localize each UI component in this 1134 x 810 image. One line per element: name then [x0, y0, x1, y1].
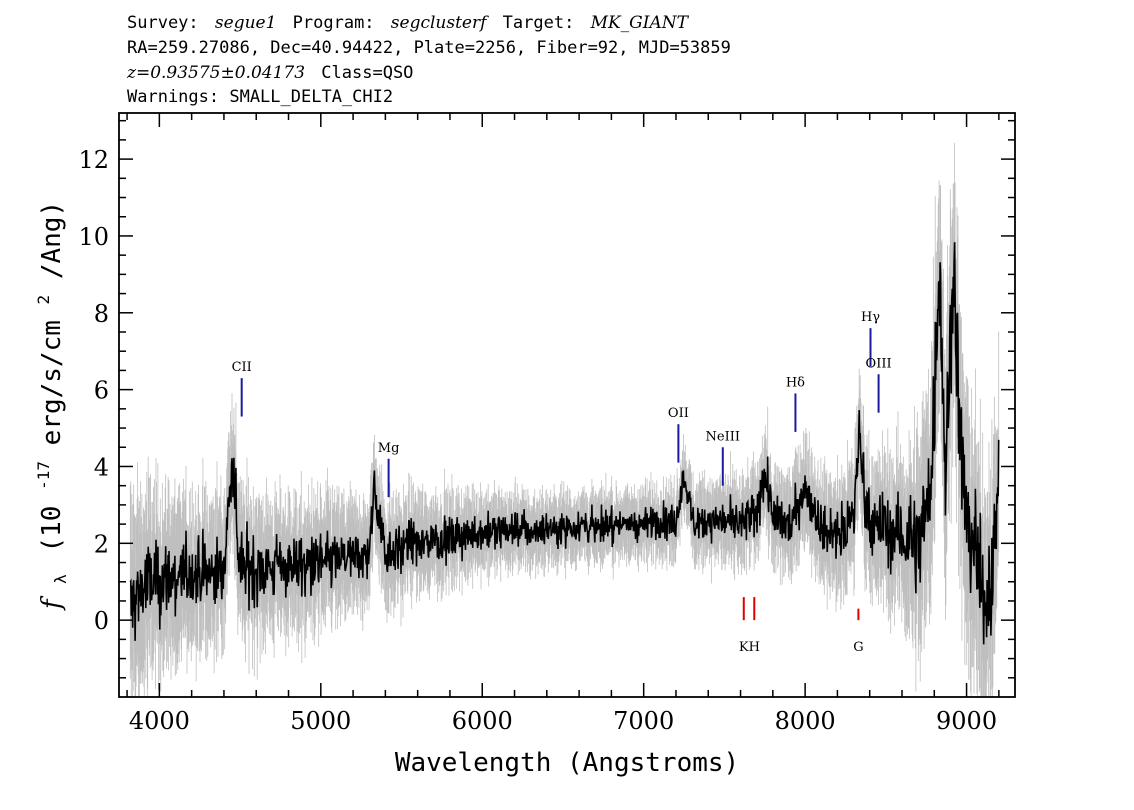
emission-line-label-Mg: Mg	[378, 441, 400, 456]
survey-label: Survey:	[127, 13, 199, 33]
y-label-lambda: λ	[51, 574, 70, 584]
x-tick-label: 5000	[290, 707, 351, 735]
axis-ticks: 4000 5000 6000 7000 8000 9000 0 2 4 6 8 10 12	[78, 113, 1015, 735]
header-line-3: z=0.93575±0.04173 Class=QSO	[126, 63, 413, 83]
emission-line-label-OII: OII	[668, 406, 689, 421]
y-axis-label: f λ (10 -17 erg/s/cm 2 /Ang)	[26, 201, 73, 611]
y-label-f: f	[37, 595, 67, 611]
y-tick-label: 4	[94, 453, 109, 481]
y-label-exp-1: -17	[34, 461, 53, 490]
x-tick-label: 7000	[613, 707, 674, 735]
svg-text:f λ (10 -17: f λ (10 -17 erg/s/cm 2 /Ang)	[26, 201, 73, 611]
program-label: Program:	[293, 13, 375, 33]
flux-line	[129, 242, 1000, 645]
header-line-4: Warnings: SMALL_DELTA_CHI2	[127, 87, 393, 107]
y-label-part-b: erg/s/cm	[37, 320, 67, 445]
program-value: segclusterf	[391, 13, 489, 33]
class-value: Class=QSO	[321, 63, 413, 83]
header-line-1: Survey: segue1 Program: segclusterf Targ…	[127, 13, 690, 33]
y-tick-label: 6	[94, 377, 109, 405]
y-tick-label: 2	[94, 530, 109, 558]
emission-line-label-NeIII: NeIII	[706, 429, 740, 444]
y-tick-label: 12	[78, 146, 109, 174]
emission-line-label-Hδ: Hδ	[786, 375, 805, 390]
emission-line-label-CII: CII	[232, 360, 252, 375]
target-label: Target:	[503, 13, 575, 33]
y-label-part-a: (10	[37, 506, 67, 553]
x-tick-label: 8000	[775, 707, 836, 735]
x-axis-label: Wavelength (Angstroms)	[395, 748, 739, 778]
y-label-exp-2: 2	[34, 295, 53, 305]
emission-line-label-OIII: OIII	[866, 356, 892, 371]
y-tick-label: 8	[94, 300, 109, 328]
absorption-line-label-K: K	[739, 640, 749, 655]
target-value: MK_GIANT	[590, 13, 690, 33]
survey-value: segue1	[215, 13, 277, 33]
plot-area	[129, 142, 1000, 697]
error-band	[129, 142, 1000, 697]
emission-line-label-Hγ: Hγ	[861, 310, 880, 325]
y-tick-label: 10	[78, 223, 109, 251]
x-tick-label: 6000	[452, 707, 513, 735]
header-line-2: RA=259.27086, Dec=40.94422, Plate=2256, …	[127, 38, 731, 58]
y-label-part-c: /Ang)	[37, 201, 67, 279]
plot-frame	[118, 112, 1016, 698]
spectral-line-markers: CII Mg OII NeIII Hδ Hγ OIII K H G	[232, 310, 892, 655]
redshift-value: z=0.93575±0.04173	[126, 63, 305, 83]
absorption-line-label-G: G	[853, 640, 863, 655]
y-tick-label: 0	[94, 607, 109, 635]
absorption-line-label-H: H	[749, 640, 760, 655]
x-tick-label: 9000	[936, 707, 997, 735]
x-tick-label: 4000	[129, 707, 190, 735]
header: Survey: segue1 Program: segclusterf Targ…	[126, 13, 731, 107]
